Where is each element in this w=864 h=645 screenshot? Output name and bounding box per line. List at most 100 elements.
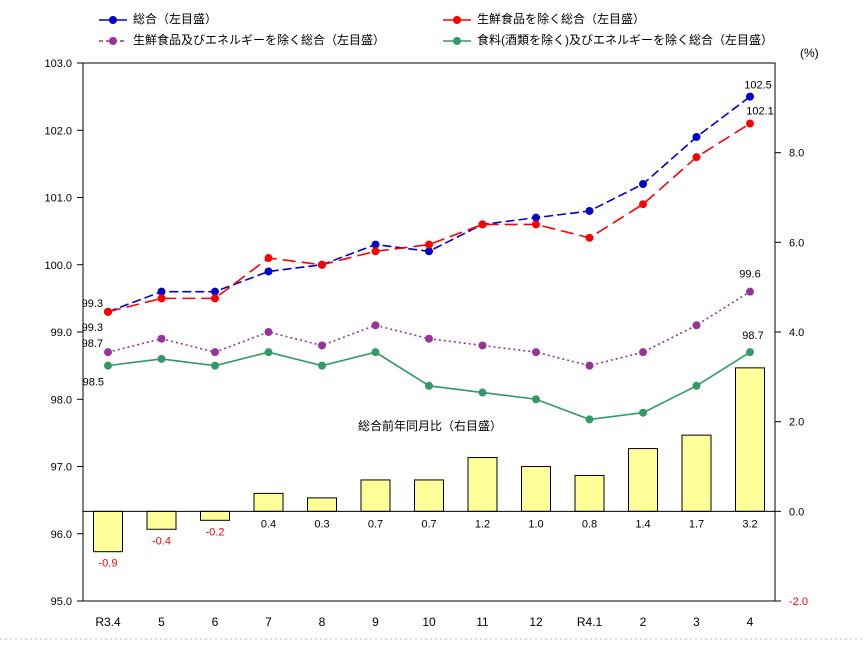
line-marker-s1-8 [318,260,326,269]
legend-item-ex-fresh-food: 生鮮食品を除く総合（左目盛） [442,13,645,26]
bar-value-label: 1.0 [528,518,543,530]
line-marker-s3-9 [371,348,380,357]
line-marker-s1-3 [692,153,701,162]
left-axis-tick-label: 103.0 [44,58,72,70]
legend-item-ex-food-energy: 食料(酒類を除く)及びエネルギーを除く総合（左目盛） [442,34,773,47]
legend-label-ex-food-energy: 食料(酒類を除く)及びエネルギーを除く総合（左目盛） [477,33,773,47]
bar-7 [253,492,284,512]
x-axis-label-3: 3 [693,615,700,629]
bar-value-label: 0.7 [421,518,436,530]
line-marker-s2-3 [692,321,701,330]
line-marker-s0-6 [211,287,219,296]
line-marker-s0-3 [692,132,701,141]
series-2-first-value-label: 98.7 [82,338,103,350]
bar-value-label: 0.3 [314,518,329,530]
bar-5 [146,510,177,530]
line-marker-s3-7 [264,348,273,357]
right-axis-tick-label: -2.0 [789,596,808,608]
series-1-first-value-label: 99.3 [82,322,103,334]
line-marker-s1-5 [157,294,166,303]
legend-line-sample-ex-fresh-food [443,15,471,24]
bar-value-label: 1.2 [475,518,490,530]
legend-label-sougou: 総合（左目盛） [133,12,218,26]
line-marker-s3-12 [532,395,540,404]
right-axis-unit-label: (%) [800,46,819,60]
line-marker-s0-10 [425,247,433,256]
line-marker-s2-R4.1 [585,361,594,370]
right-axis-tick-label: 6.0 [789,237,804,249]
line-marker-s3-11 [478,388,487,397]
x-axis-label-R4.1: R4.1 [577,615,603,629]
x-axis-label-5: 5 [158,615,165,629]
right-axis-tick-label: 0.0 [789,506,804,518]
x-axis-label-4: 4 [747,615,754,629]
line-marker-s1-6 [211,294,219,303]
line-series-2 [107,290,751,367]
line-marker-s1-R4.1 [585,233,594,242]
left-axis-tick-label: 102.0 [44,125,72,137]
line-series-0 [107,95,751,313]
line-marker-s2-2 [639,348,647,357]
bar-series-annotation: 総合前年同月比（右目盛） [358,419,503,433]
line-marker-s0-9 [371,240,380,249]
x-axis-label-12: 12 [529,615,543,629]
bar-R4.1 [574,474,605,512]
line-marker-s1-4 [746,119,754,128]
x-axis-label-10: 10 [422,615,436,629]
line-marker-s0-R4.1 [585,206,594,215]
line-marker-s2-9 [371,321,380,330]
line-marker-s2-R3.4 [104,348,112,357]
left-axis-tick-label: 100.0 [44,260,72,272]
legend-line-sample-sougou [99,15,127,24]
right-axis-tick-label: 4.0 [789,327,804,339]
bar-value-label: 0.8 [582,518,597,530]
legend-item-sougou: 総合（左目盛） [98,13,217,26]
bar-value-label: -0.4 [152,535,171,547]
line-marker-s2-10 [425,334,433,343]
bar-value-label: 3.2 [742,518,757,530]
left-axis-tick-label: 96.0 [51,529,72,541]
bar-value-label: -0.9 [99,558,118,570]
bar-value-label: 1.7 [689,518,704,530]
line-marker-s1-2 [639,200,647,209]
line-marker-s3-10 [425,381,433,390]
bar-value-label: 1.4 [635,518,650,530]
line-marker-s0-7 [264,267,273,276]
line-marker-s3-R3.4 [104,361,112,370]
legend-item-ex-fresh-food-energy: 生鮮食品及びエネルギーを除く総合（左目盛） [98,34,385,47]
line-marker-s3-4 [746,348,754,357]
bar-9 [360,479,391,512]
series-3-first-value-label: 98.5 [83,377,104,389]
right-axis-tick-label: 8.0 [789,148,804,160]
line-marker-s2-11 [478,341,487,350]
bar-10 [414,479,444,512]
line-series-1 [107,122,751,313]
line-marker-s3-8 [318,361,326,370]
series-3-last-value-label: 98.7 [742,330,763,342]
legend-line-sample-ex-fresh-food-energy [99,36,127,45]
x-axis-label-2: 2 [640,615,647,629]
line-marker-s0-2 [639,180,647,189]
line-marker-s1-9 [371,247,380,256]
bar-value-label: 0.4 [261,518,276,530]
line-marker-s1-12 [532,220,540,229]
line-marker-s3-2 [639,408,647,417]
line-marker-s2-12 [532,348,540,357]
series-0-last-value-label: 102.5 [744,80,772,92]
series-2-last-value-label: 99.6 [739,269,760,281]
x-axis-label-11: 11 [476,615,489,629]
x-axis-label-7: 7 [265,615,272,629]
series-1-last-value-label: 102.1 [746,106,774,118]
x-axis-label-R3.4: R3.4 [95,615,121,629]
legend-line-sample-ex-food-energy [443,36,471,45]
right-axis-tick-label: 2.0 [789,417,804,429]
x-axis-label-8: 8 [319,615,326,629]
line-marker-s3-6 [211,361,219,370]
line-marker-s3-R4.1 [585,415,594,424]
legend-label-ex-fresh-food: 生鮮食品を除く総合（左目盛） [477,12,646,26]
x-axis-label-6: 6 [212,615,219,629]
bar-6 [200,510,230,521]
bar-3 [681,434,712,512]
